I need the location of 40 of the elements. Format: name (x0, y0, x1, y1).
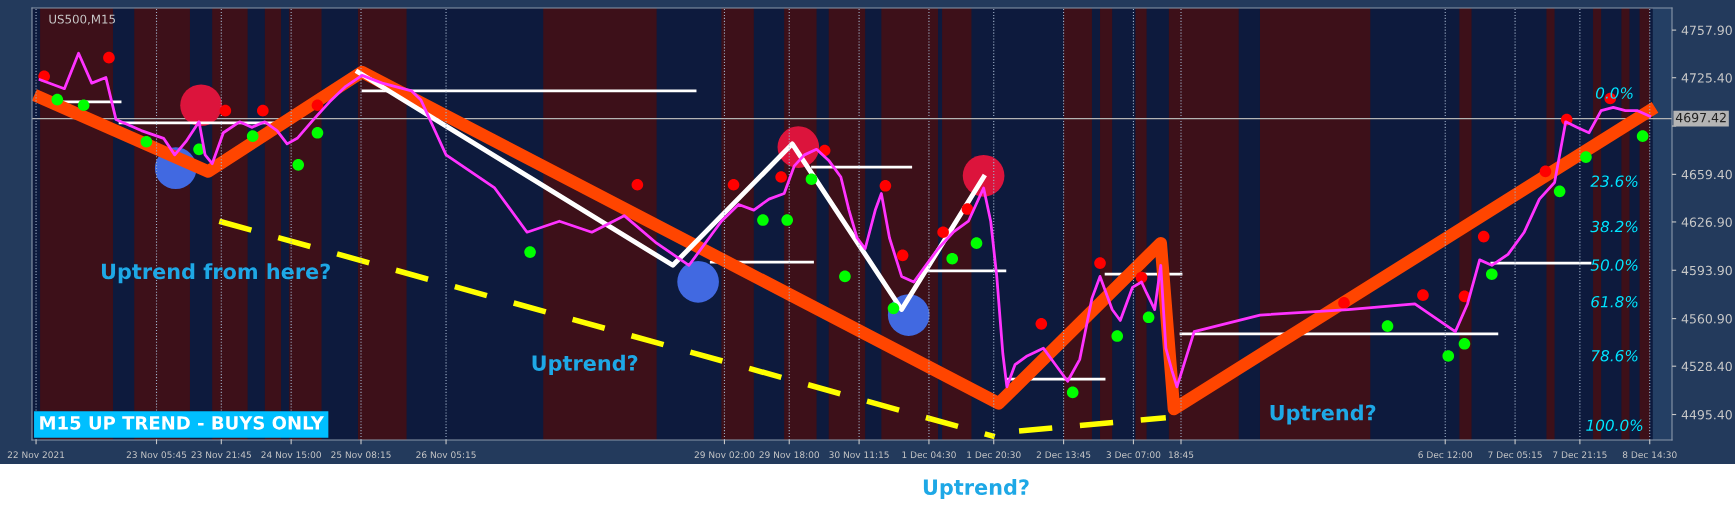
x-tick-label: 1 Dec 04:30 (902, 451, 956, 459)
x-tick-label: 7 Dec 05:15 (1488, 451, 1542, 459)
y-tick-label: 4528.40 (1681, 361, 1732, 372)
x-tick-label: 29 Nov 18:00 (759, 451, 820, 459)
y-tick-label: 4725.40 (1681, 73, 1732, 83)
annotation: M15 UP TREND - BUYS ONLY (40, 416, 325, 430)
x-tick-label: 23 Nov 05:45 (126, 451, 187, 459)
annotation: Uptrend? (532, 354, 638, 375)
annotation: 100.0% (1586, 419, 1643, 432)
x-tick-label: 1 Dec 20:30 (967, 451, 1021, 459)
x-tick-label: 25 Nov 08:15 (331, 451, 391, 459)
y-tick-label: 4593.90 (1681, 265, 1732, 276)
x-tick-label: 26 Nov 05:15 (416, 451, 476, 459)
annotation: Uptrend from here? (101, 263, 330, 284)
x-tick-label: 24 Nov 15:00 (261, 451, 321, 459)
y-tick-label: 4757.90 (1681, 25, 1732, 36)
y-tick-label: 4560.90 (1681, 314, 1732, 324)
annotation: 50.0% (1590, 259, 1638, 271)
annotation: 23.6% (1590, 175, 1638, 187)
ref-line-label: 4697.42 (1675, 112, 1726, 123)
x-tick-label: 2 Dec 13:45 (1036, 451, 1091, 459)
y-tick-label: 4495.40 (1681, 409, 1732, 420)
chart-title: US500,M15 (49, 14, 115, 25)
x-tick-label: 29 Nov 02:00 (694, 451, 755, 459)
x-tick-label: 8 Dec 14:30 (1622, 451, 1677, 459)
x-tick-label: 23 Nov 21:45 (191, 451, 251, 459)
annotation: Uptrend? (1270, 404, 1376, 425)
x-tick-label: 18:45 (1169, 451, 1194, 459)
x-tick-label: 6 Dec 12:00 (1418, 451, 1473, 459)
x-tick-label: 7 Dec 21:15 (1553, 451, 1607, 459)
x-tick-label: 3 Dec 07:00 (1106, 451, 1161, 459)
annotation: 38.2% (1590, 220, 1638, 233)
text: Uptrend? (923, 478, 1029, 500)
y-tick-label: 4659.40 (1681, 169, 1732, 180)
annotation: 78.6% (1591, 349, 1638, 362)
annotation: 0.0% (1595, 87, 1633, 99)
y-tick-label: 4626.90 (1681, 217, 1732, 227)
annotation: 61.8% (1591, 295, 1638, 308)
x-tick-label: 22 Nov 2021 (7, 451, 65, 459)
x-tick-label: 30 Nov 11:15 (829, 451, 889, 459)
